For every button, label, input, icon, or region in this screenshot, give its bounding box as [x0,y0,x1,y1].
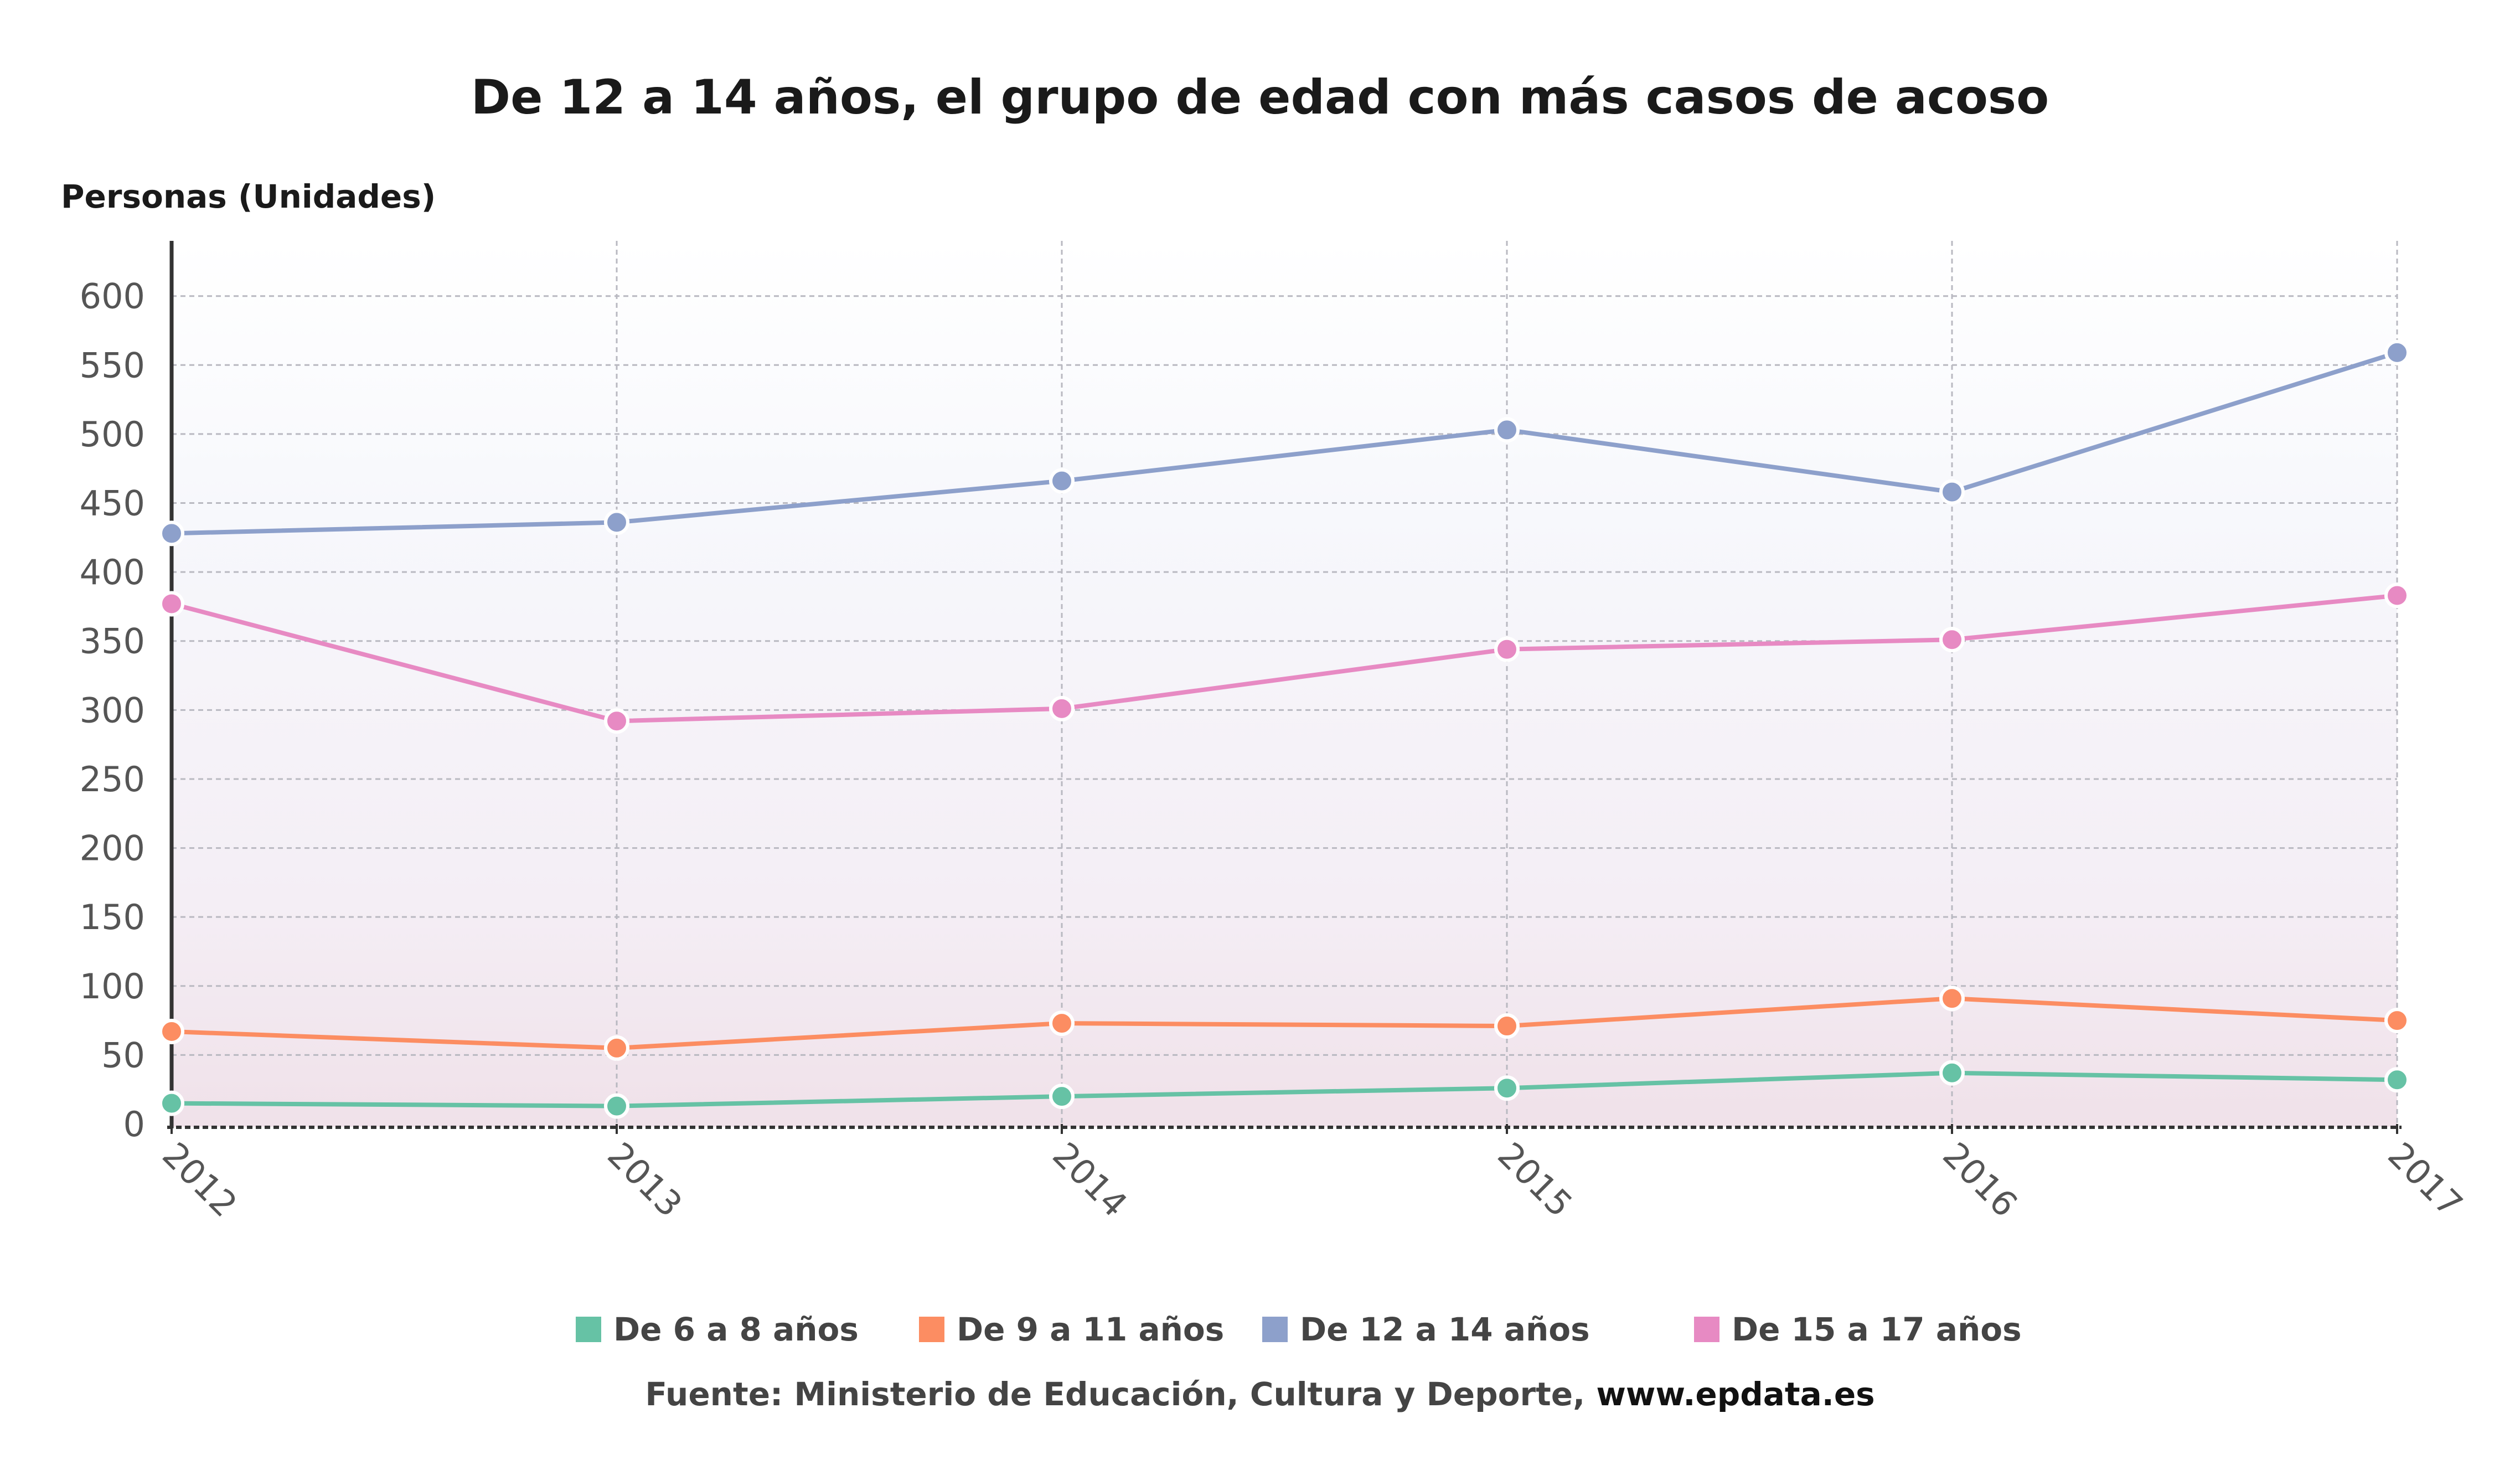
legend-label[interactable]: De 15 a 17 años [1732,1311,2022,1348]
y-tick-label: 200 [80,828,145,869]
x-tick-label: 2017 [2380,1135,2470,1225]
data-point[interactable] [2384,1008,2410,1034]
data-point[interactable] [1049,695,1075,721]
legend-label[interactable]: De 6 a 8 años [613,1311,859,1348]
data-point[interactable] [1494,417,1520,443]
y-tick-label: 0 [123,1104,145,1144]
series [159,339,2410,1119]
grid [171,241,2398,1124]
data-point[interactable] [1049,1010,1075,1036]
x-tick-label: 2015 [1490,1135,1580,1225]
data-point[interactable] [159,591,184,617]
y-axis-label: Personas (Unidades) [61,178,436,215]
data-point[interactable] [604,1035,629,1061]
data-point[interactable] [159,520,184,546]
y-tick-label: 500 [80,414,145,455]
y-tick-label: 250 [80,759,145,800]
x-tick-label: 2014 [1045,1135,1135,1225]
data-point[interactable] [2384,339,2410,365]
legend-label[interactable]: De 12 a 14 años [1300,1311,1590,1348]
y-tick-labels: 0 50 100 150 200 250 300 350 400 450 500 550 600 [80,276,145,1144]
data-point[interactable] [604,509,629,535]
source-link[interactable]: www.epdata.es [1596,1375,1874,1413]
y-tick-label: 400 [80,552,145,592]
data-point[interactable] [1049,1084,1075,1110]
series-line [171,593,2398,724]
legend-swatch [576,1317,601,1342]
data-point[interactable] [1494,1013,1520,1039]
y-tick-label: 300 [80,690,145,730]
series-line [171,996,2398,1050]
data-point[interactable] [604,1093,629,1119]
legend-swatch [1262,1317,1288,1342]
series-line [171,1070,2398,1108]
data-point[interactable] [604,708,629,734]
series-line [171,350,2398,536]
data-point[interactable] [1939,986,1965,1012]
data-point[interactable] [159,1090,184,1116]
data-point[interactable] [1939,1060,1965,1086]
legend: De 6 a 8 años De 9 a 11 años De 12 a 14 añ… [576,1311,2022,1348]
y-tick-label: 50 [101,1035,145,1075]
data-point[interactable] [2384,1067,2410,1093]
y-tick-label: 150 [80,897,145,937]
plot-background [172,241,2397,1127]
x-tick-label: 2013 [600,1135,690,1225]
source-text: Fuente: Ministerio de Educación, Cultura… [645,1375,1596,1413]
y-tick-label: 600 [80,276,145,317]
y-tick-label: 100 [80,966,145,1007]
legend-swatch [1694,1317,1719,1342]
legend-label[interactable]: De 9 a 11 años [957,1311,1224,1348]
x-tick-labels: 2012 2013 2014 2015 2016 2017 [154,1135,2470,1225]
x-tick-label: 2012 [154,1135,245,1225]
data-point[interactable] [1049,468,1075,494]
source-note: Fuente: Ministerio de Educación, Cultura… [645,1375,1874,1413]
data-point[interactable] [1939,627,1965,653]
data-point[interactable] [1494,636,1520,662]
data-point[interactable] [2384,582,2410,608]
y-tick-label: 450 [80,483,145,524]
data-point[interactable] [1939,479,1965,505]
data-point[interactable] [159,1019,184,1045]
legend-swatch [919,1317,944,1342]
chart-title: De 12 a 14 años, el grupo de edad con má… [471,70,2049,125]
axes [167,241,2402,1134]
data-point[interactable] [1494,1075,1520,1101]
x-tick-label: 2016 [1935,1135,2025,1225]
y-tick-label: 350 [80,621,145,662]
y-tick-label: 550 [80,345,145,385]
